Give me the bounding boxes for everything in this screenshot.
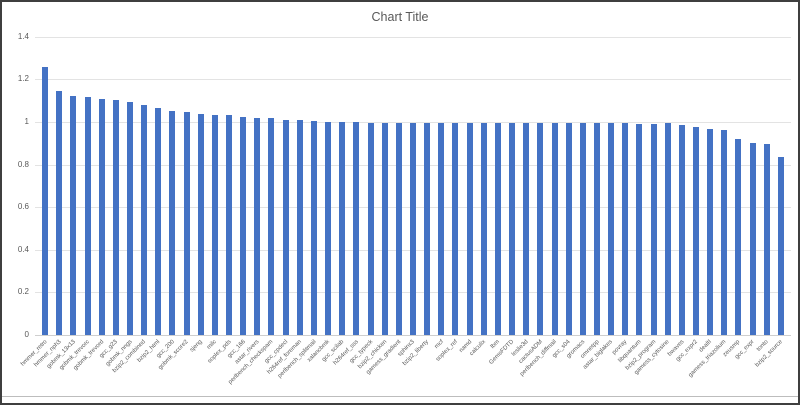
bottom-divider bbox=[2, 396, 798, 397]
bar-hmmer_nph3[interactable] bbox=[56, 91, 63, 335]
bar-gobmk_13x13[interactable] bbox=[70, 95, 77, 335]
bar-bzip2_program[interactable] bbox=[650, 124, 657, 335]
bar-povray[interactable] bbox=[622, 123, 629, 335]
bar-bzip2_html[interactable] bbox=[155, 107, 162, 335]
bar-calculix[interactable] bbox=[480, 123, 487, 335]
bar-tonto[interactable] bbox=[763, 143, 770, 335]
bar-bzip2_source[interactable] bbox=[777, 157, 784, 335]
bar-soplex_ref[interactable] bbox=[452, 123, 459, 335]
bar-bzip2_combined[interactable] bbox=[141, 105, 148, 335]
y-axis-tick-label: 0.6 bbox=[17, 202, 29, 212]
bar-gcc_s04[interactable] bbox=[565, 123, 572, 335]
bar-mcf[interactable] bbox=[438, 123, 445, 335]
bar-perlbench_splitmail[interactable] bbox=[310, 121, 317, 335]
bar-gobmk_nngs[interactable] bbox=[126, 101, 133, 335]
bar-soplex_pds[interactable] bbox=[226, 115, 233, 335]
bar-sphinx3[interactable] bbox=[410, 123, 416, 335]
bar-omnetpp[interactable] bbox=[593, 123, 600, 335]
bar-perlbench_diffmail[interactable] bbox=[551, 123, 558, 335]
y-axis-tick-label: 0.8 bbox=[17, 159, 29, 169]
bar-astar_rivers[interactable] bbox=[254, 118, 261, 335]
bar-zeusmp[interactable] bbox=[735, 139, 742, 335]
bar-gcc_expr[interactable] bbox=[749, 142, 756, 335]
bar-h264ref_foreman[interactable] bbox=[296, 120, 303, 335]
bar-gamess_cytosine[interactable] bbox=[664, 123, 671, 335]
bar-cactusADM[interactable] bbox=[537, 123, 544, 335]
bar-bwaves[interactable] bbox=[678, 124, 685, 335]
bar-gromacs[interactable] bbox=[579, 123, 586, 335]
y-axis-tick-label: 0.4 bbox=[17, 244, 29, 254]
x-axis-category-label: sjeng bbox=[189, 339, 204, 354]
bar-gcc_g23[interactable] bbox=[112, 100, 119, 335]
bar-bzip2_chicken[interactable] bbox=[381, 123, 388, 335]
bar-perlbench_checkspam[interactable] bbox=[268, 118, 275, 335]
bar-lbm[interactable] bbox=[494, 123, 501, 335]
bar-dealII[interactable] bbox=[707, 128, 714, 335]
x-axis-line bbox=[35, 335, 791, 336]
bar-xalancbmk[interactable] bbox=[325, 122, 332, 335]
gridline bbox=[35, 122, 791, 123]
chart-title: Chart Title bbox=[371, 10, 429, 24]
bar-gamess_triazolium[interactable] bbox=[721, 130, 728, 335]
bar-gamess_gradient[interactable] bbox=[395, 123, 402, 335]
bar-libquantum[interactable] bbox=[636, 124, 643, 335]
bar-gcc_166[interactable] bbox=[240, 116, 247, 335]
gridline bbox=[35, 79, 791, 81]
bar-astar_biglakes[interactable] bbox=[608, 123, 615, 335]
bar-gobmk_trevord[interactable] bbox=[98, 98, 105, 335]
gridline bbox=[35, 36, 791, 38]
bar-gcc_scilab[interactable] bbox=[339, 122, 346, 335]
bar-h264ref_sss[interactable] bbox=[353, 122, 360, 335]
bar-gobmk_trevorc[interactable] bbox=[84, 96, 91, 335]
bar-gcc_cpdecl[interactable] bbox=[282, 119, 289, 335]
bar-leslie3d[interactable] bbox=[523, 123, 530, 335]
y-axis-tick-label: 1 bbox=[24, 117, 29, 126]
y-axis-tick-label: 1.2 bbox=[17, 74, 29, 84]
bar-sjeng[interactable] bbox=[197, 114, 204, 335]
bar-gcc_expr2[interactable] bbox=[693, 126, 700, 335]
bar-bzip2_liberty[interactable] bbox=[424, 123, 431, 335]
bar-gcc_200[interactable] bbox=[169, 110, 176, 335]
bar-milc[interactable] bbox=[211, 115, 218, 335]
bar-GemsFDTD[interactable] bbox=[509, 123, 516, 335]
bar-hmmer_retro[interactable] bbox=[42, 67, 49, 335]
bar-gcc_typeck[interactable] bbox=[367, 122, 374, 335]
y-axis-tick-label: 0 bbox=[24, 330, 29, 339]
bar-namd[interactable] bbox=[466, 123, 473, 335]
y-axis-tick-label: 1.4 bbox=[17, 31, 29, 41]
bar-gobmk_score2[interactable] bbox=[183, 111, 190, 335]
y-axis-tick-label: 0.2 bbox=[17, 287, 29, 297]
